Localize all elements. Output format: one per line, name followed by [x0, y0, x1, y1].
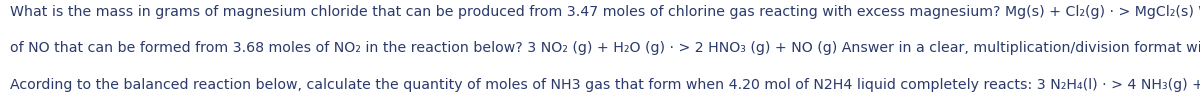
Text: What is the mass in grams of magnesium chloride that can be produced from 3.47 m: What is the mass in grams of magnesium c…	[10, 5, 1200, 19]
Text: of NO that can be formed from 3.68 moles of NO₂ in the reaction below? 3 NO₂ (g): of NO that can be formed from 3.68 moles…	[10, 40, 1200, 55]
Text: Acording to the balanced reaction below, calculate the quantity of moles of NH3 : Acording to the balanced reaction below,…	[10, 78, 1200, 92]
